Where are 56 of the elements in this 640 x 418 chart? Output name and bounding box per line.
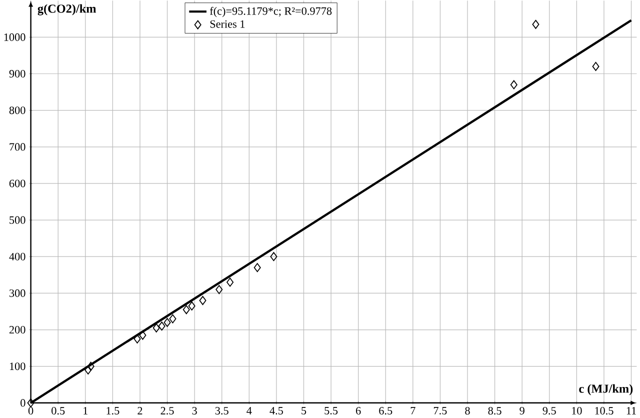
point: [199, 296, 206, 306]
x-tick-label: 11: [626, 407, 636, 414]
y-tick-label: 0: [20, 399, 26, 407]
x-tick-label: 7.5: [434, 407, 447, 414]
x-tick-label: 3.5: [215, 407, 228, 415]
x-tick-label: 10: [572, 407, 582, 415]
point: [158, 322, 166, 331]
y-tick-label: 900: [9, 70, 26, 78]
x-tick-label: 9.5: [542, 407, 556, 415]
point: [226, 278, 234, 287]
y-tick-label: 300: [10, 289, 26, 297]
x-tick-label: 6: [356, 407, 361, 415]
y-tick-label: 200: [9, 326, 26, 334]
y-tick-label: 1000: [4, 33, 26, 41]
x-tick-label: 0: [28, 407, 34, 415]
x-tick-label: 7: [410, 407, 416, 414]
legend-label: f(c)=95.1179*c; R²=0.9778: [210, 6, 332, 18]
x-tick-label: 3: [192, 407, 197, 415]
x-tick-label: 5.5: [324, 407, 338, 414]
point: [254, 263, 261, 272]
point: [270, 252, 278, 262]
x-tick-label: 10.5: [595, 407, 614, 415]
x-tick-label: 4.5: [270, 407, 283, 415]
x-tick-label: 2.5: [160, 407, 174, 415]
y-tick-label: 400: [9, 252, 26, 260]
point: [27, 398, 34, 408]
point: [510, 80, 518, 90]
point: [592, 62, 600, 71]
y-tick-label: 800: [9, 106, 26, 114]
x-tick-label: 2: [138, 407, 142, 414]
x-tick-label: 4: [246, 407, 252, 414]
y-tick-label: 500: [10, 216, 26, 224]
point: [164, 318, 171, 327]
point: [152, 323, 160, 332]
x-tick-label: 1.5: [106, 407, 120, 415]
x-tick-label: 1: [84, 407, 88, 414]
x-tick-label: 6.5: [379, 407, 392, 415]
legend-label: Series 1: [210, 20, 245, 28]
y-tick-label: 600: [9, 180, 26, 188]
point: [182, 305, 190, 314]
y-axis-title: g(CO2)/km: [38, 4, 96, 16]
point: [169, 314, 176, 324]
point: [188, 301, 196, 311]
x-tick-label: 9: [520, 407, 524, 415]
y-tick-label: 700: [10, 143, 26, 151]
x-tick-label: 8: [465, 407, 470, 415]
point: [84, 365, 92, 375]
x-tick-label: 5: [302, 407, 306, 414]
y-tick-label: 100: [10, 362, 26, 370]
point: [139, 330, 146, 340]
point: [87, 362, 94, 371]
x-axis-title: c (MJ/km): [579, 384, 633, 396]
x-tick-label: 8.5: [488, 407, 502, 415]
point: [532, 20, 540, 29]
x-tick-label: 0.5: [52, 407, 65, 415]
point: [216, 285, 223, 294]
